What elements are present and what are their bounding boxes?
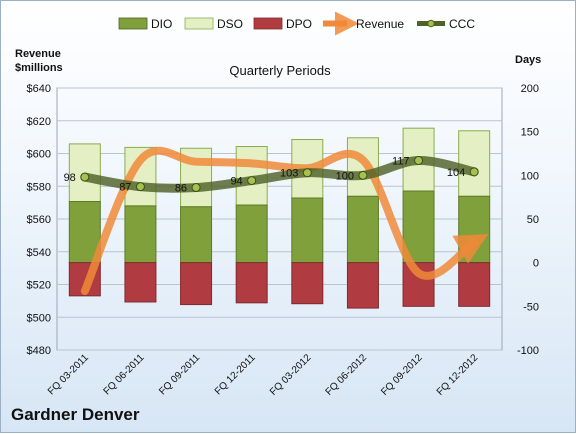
ccc-data-label: 117 <box>392 155 410 167</box>
ccc-data-label: 94 <box>230 176 242 188</box>
x-tick-label: FQ 03-2011 <box>46 352 91 397</box>
legend-label-dso: DSO <box>217 17 243 31</box>
x-tick-label: FQ 09-2011 <box>157 352 202 397</box>
ccc-data-label: 86 <box>175 183 187 195</box>
x-tick-label: FQ 09-2012 <box>379 352 425 398</box>
legend-marker-ccc <box>427 19 435 28</box>
right-tick-label: 150 <box>521 127 539 139</box>
right-axis: 200 150 100 50 0 -50 -100 <box>517 83 539 357</box>
ccc-data-label: 104 <box>447 167 465 179</box>
bar-dso <box>346 137 379 197</box>
right-tick-label: -100 <box>517 345 539 357</box>
ccc-data-label: 87 <box>119 182 131 194</box>
ccc-data-label: 103 <box>280 168 298 180</box>
left-tick-label: $500 <box>27 312 51 324</box>
x-tick-label: FQ 06-2011 <box>102 352 147 397</box>
ccc-point <box>135 182 145 192</box>
x-tick-label: FQ 12-2011 <box>213 352 258 397</box>
ccc-point <box>80 172 90 182</box>
right-axis-label: Days <box>515 54 541 66</box>
left-axis-label-line2: $millions <box>15 62 63 74</box>
right-tick-label: 100 <box>521 170 539 182</box>
bar-dpo <box>180 262 213 306</box>
ccc-point <box>414 155 424 165</box>
ccc-point <box>302 168 312 178</box>
legend-swatch-dio <box>118 17 148 30</box>
legend-label-dio: DIO <box>151 17 172 31</box>
bar-dpo <box>291 262 324 305</box>
left-tick-label: $540 <box>27 247 51 259</box>
right-tick-label: 0 <box>533 258 539 270</box>
legend: DIO DSO DPO Revenue CCC <box>118 11 475 36</box>
chart-title: Quarterly Periods <box>229 63 331 78</box>
ccc-line <box>80 155 479 193</box>
bar-dpo <box>346 262 379 309</box>
left-axis-label-line1: Revenue <box>15 48 61 60</box>
ccc-point <box>247 176 257 186</box>
bar-dio <box>291 197 324 264</box>
ccc-point <box>358 170 368 180</box>
legend-label-revenue: Revenue <box>356 17 404 31</box>
ccc-data-label: 98 <box>64 172 76 184</box>
right-tick-label: -50 <box>523 301 539 313</box>
gridlines <box>57 87 502 351</box>
left-tick-label: $560 <box>27 214 51 226</box>
bar-dpo <box>235 262 268 304</box>
revenue-line <box>80 146 489 296</box>
left-tick-label: $480 <box>27 345 51 357</box>
left-axis: $640 $620 $600 $580 $560 $540 $520 $500 $480 <box>27 83 51 357</box>
left-tick-label: $640 <box>27 83 51 95</box>
x-tick-label: FQ 12-2012 <box>435 352 481 398</box>
left-tick-label: $520 <box>27 280 51 292</box>
bar-dpo <box>458 262 491 307</box>
ccc-data-label: 100 <box>336 170 354 182</box>
left-tick-label: $620 <box>27 116 51 128</box>
ccc-point <box>469 167 479 177</box>
right-tick-label: 200 <box>521 83 539 95</box>
ccc-point <box>191 183 201 193</box>
x-tick-label: FQ 06-2012 <box>324 352 370 398</box>
left-tick-label: $580 <box>27 181 51 193</box>
legend-label-dpo: DPO <box>286 17 312 31</box>
bar-dpo <box>124 262 157 303</box>
ccc-labels: 98 87 86 94 103 100 117 104 <box>64 155 466 194</box>
bars <box>68 127 491 309</box>
legend-swatch-dso <box>184 17 214 30</box>
x-tick-label: FQ 03-2012 <box>268 352 314 398</box>
bar-dio <box>124 205 157 264</box>
bar-dio <box>180 206 213 264</box>
right-tick-label: 50 <box>527 214 539 226</box>
bar-dso <box>458 130 491 197</box>
x-axis: FQ 03-2011 FQ 06-2011 FQ 09-2011 FQ 12-2011… <box>46 352 481 398</box>
legend-swatch-dpo <box>253 17 283 30</box>
bar-dio <box>346 195 379 264</box>
left-tick-label: $600 <box>27 149 51 161</box>
lines <box>80 146 489 296</box>
bar-dio <box>235 204 268 264</box>
legend-label-ccc: CCC <box>449 17 475 31</box>
company-name: Gardner Denver <box>11 405 140 424</box>
